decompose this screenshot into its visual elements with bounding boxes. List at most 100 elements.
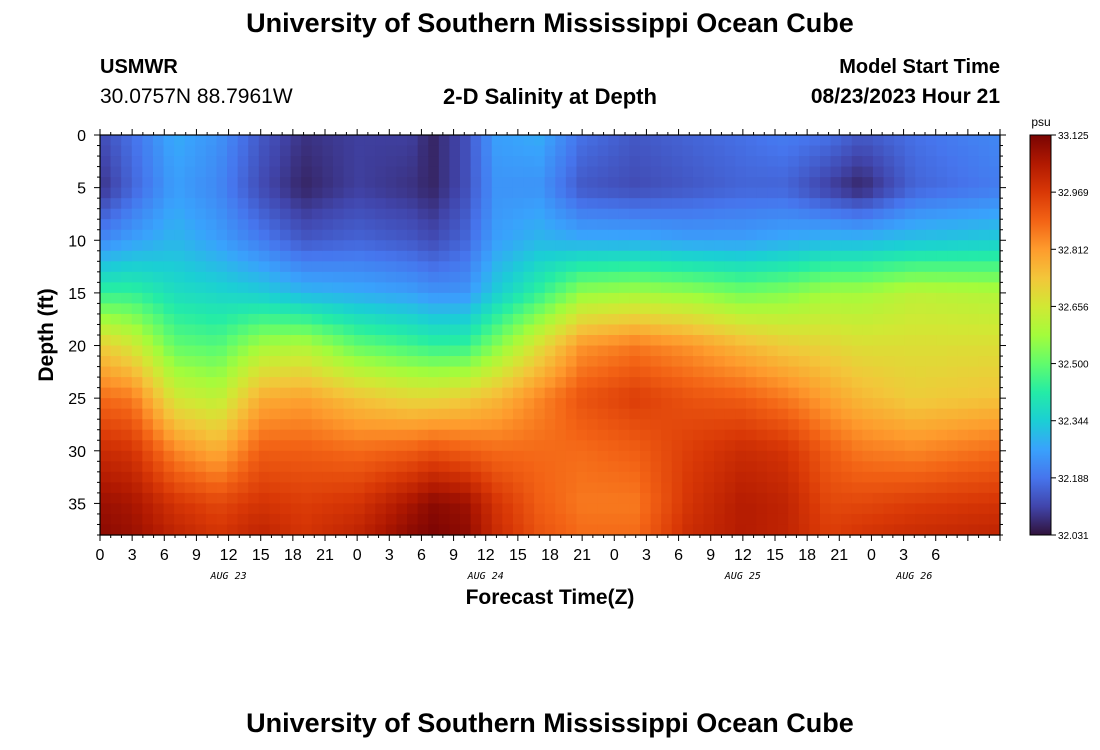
heatmap-cell (565, 345, 578, 357)
heatmap-cell (216, 429, 228, 441)
heatmap-cell (121, 471, 133, 483)
heatmap-cell (936, 292, 948, 305)
heatmap-cell (512, 440, 525, 452)
heatmap-cell (978, 303, 991, 315)
heatmap-cell (227, 187, 239, 199)
heatmap-cell (449, 282, 461, 294)
heatmap-cell (872, 524, 885, 536)
heatmap-cell (142, 198, 154, 210)
heatmap-cell (968, 335, 980, 347)
heatmap-cell (491, 271, 503, 283)
heatmap-cell (957, 471, 969, 483)
heatmap-cell (629, 524, 641, 536)
heatmap-cell (872, 219, 885, 231)
heatmap-cell (883, 482, 895, 494)
heatmap-cell (502, 429, 514, 441)
colorbar-unit: psu (1031, 115, 1050, 129)
heatmap-cell (174, 492, 186, 505)
heatmap-cell (830, 219, 842, 231)
heatmap-cell (269, 324, 281, 336)
heatmap-cell (396, 366, 408, 378)
heatmap-cell (968, 177, 980, 189)
heatmap-cell (650, 219, 662, 231)
heatmap-cell (735, 292, 747, 305)
heatmap-cell (809, 335, 821, 347)
heatmap-cell (152, 261, 165, 273)
heatmap-cell (470, 398, 482, 410)
heatmap-cell (280, 261, 292, 273)
heatmap-cell (407, 408, 419, 420)
heatmap-cell (788, 261, 800, 273)
heatmap-cell (555, 450, 567, 462)
x-tick-label: 18 (284, 547, 302, 564)
colorbar-tick-label: 32.344 (1058, 417, 1089, 428)
heatmap-cell (544, 292, 556, 305)
heatmap-cell (640, 461, 652, 473)
heatmap-cell (110, 271, 122, 283)
heatmap-cell (142, 324, 154, 336)
heatmap-cell (650, 387, 662, 399)
heatmap-cell (502, 187, 514, 199)
heatmap-cell (195, 492, 207, 505)
heatmap-cell (280, 345, 292, 357)
heatmap-cell (354, 366, 366, 378)
heatmap-cell (820, 324, 832, 336)
heatmap-cell (724, 282, 736, 294)
heatmap-cell (258, 240, 271, 252)
heatmap-cell (438, 145, 451, 157)
heatmap-cell (523, 219, 535, 231)
heatmap-cell (534, 471, 546, 483)
heatmap-cell (512, 324, 525, 336)
heatmap-cell (121, 324, 133, 336)
heatmap-cell (629, 135, 641, 147)
heatmap-cell (195, 282, 207, 294)
heatmap-cell (142, 408, 154, 420)
heatmap-cell (534, 261, 546, 273)
heatmap-cell (428, 419, 440, 431)
heatmap-cell (650, 177, 662, 189)
heatmap-cell (661, 187, 673, 199)
heatmap-cell (491, 156, 503, 168)
heatmap-cell (851, 408, 863, 420)
heatmap-cell (809, 513, 821, 526)
heatmap-cell (322, 250, 334, 262)
heatmap-cell (512, 303, 525, 315)
heatmap-cell (798, 335, 811, 347)
heatmap-cell (385, 471, 398, 483)
heatmap-cell (438, 187, 451, 199)
heatmap-cell (587, 324, 599, 336)
heatmap-cell (523, 377, 535, 389)
heatmap-cell (470, 282, 482, 294)
heatmap-cell (809, 292, 821, 305)
x-tick-label: 21 (830, 547, 848, 564)
heatmap-cell (534, 366, 546, 378)
heatmap-cell (576, 366, 588, 378)
heatmap-cell (152, 387, 165, 399)
heatmap-cell (650, 366, 662, 378)
heatmap-cell (449, 524, 461, 536)
heatmap-cell (841, 461, 853, 473)
heatmap-cell (110, 377, 122, 389)
heatmap-cell (237, 408, 249, 420)
heatmap-cell (491, 313, 503, 326)
heatmap-cell (788, 419, 800, 431)
heatmap-cell (534, 377, 546, 389)
heatmap-cell (576, 177, 588, 189)
heatmap-cell (745, 450, 758, 462)
heatmap-cell (152, 198, 165, 210)
heatmap-cell (608, 461, 620, 473)
heatmap-cell (915, 219, 927, 231)
heatmap-cell (820, 513, 832, 526)
heatmap-cell (290, 345, 302, 357)
x-tick-label: 3 (899, 547, 908, 564)
heatmap-cell (756, 503, 768, 515)
heatmap-cell (947, 440, 959, 452)
heatmap-cell (565, 429, 578, 441)
heatmap-cell (195, 440, 207, 452)
heatmap-cell (205, 292, 218, 305)
heatmap-cell (237, 513, 249, 526)
heatmap-cell (407, 461, 419, 473)
heatmap-cell (555, 135, 567, 147)
heatmap-cell (523, 166, 535, 178)
heatmap-cell (131, 187, 143, 199)
